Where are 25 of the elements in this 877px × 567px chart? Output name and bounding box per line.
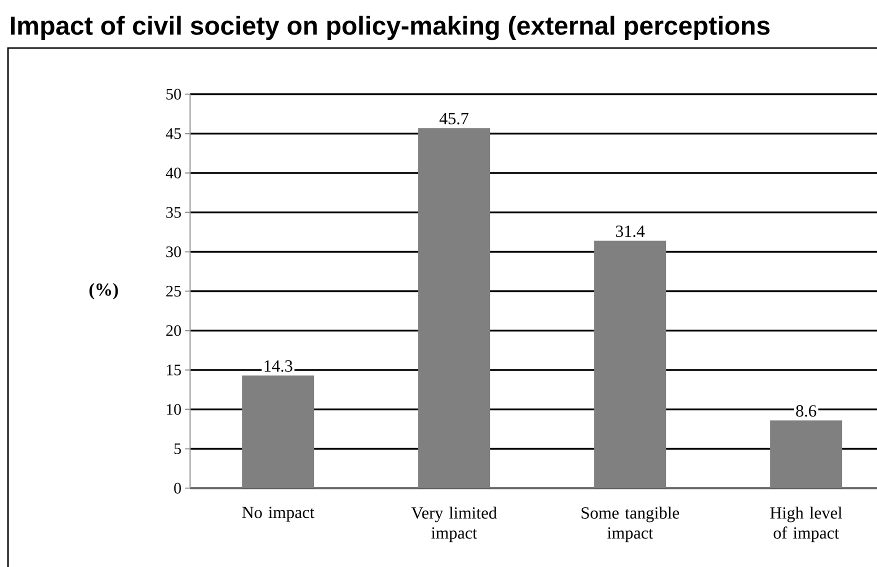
y-tick-label: 50 xyxy=(166,88,181,100)
bar xyxy=(242,376,314,488)
data-label: 14.3 xyxy=(264,360,292,372)
x-tick-label: High level of impact xyxy=(770,506,842,542)
y-tick-label: 5 xyxy=(174,443,181,454)
y-tick-label: 30 xyxy=(166,246,181,258)
bar xyxy=(594,240,666,488)
y-tick-label: 25 xyxy=(166,286,181,297)
chart-title: Impact of civil society on policy-making (external perceptions xyxy=(10,16,770,40)
x-tick-label: No impact xyxy=(242,506,314,522)
y-tick-label: 20 xyxy=(166,325,181,336)
y-tick-label: 0 xyxy=(174,482,181,494)
x-tick-label: Very limited impact xyxy=(411,506,497,542)
y-tick-label: 15 xyxy=(166,364,181,376)
y-axis-title: (%) xyxy=(89,283,118,300)
data-label: 8.6 xyxy=(796,405,816,417)
y-tick-label: 40 xyxy=(166,168,181,178)
data-label: 31.4 xyxy=(616,226,645,238)
data-label: 45.7 xyxy=(440,112,468,124)
bar xyxy=(418,128,490,488)
bar xyxy=(770,420,842,488)
y-tick-label: 10 xyxy=(166,404,181,415)
x-tick-label: Some tangible impact xyxy=(582,506,680,542)
y-tick-label: 35 xyxy=(166,207,181,218)
y-tick-label: 45 xyxy=(166,128,181,139)
